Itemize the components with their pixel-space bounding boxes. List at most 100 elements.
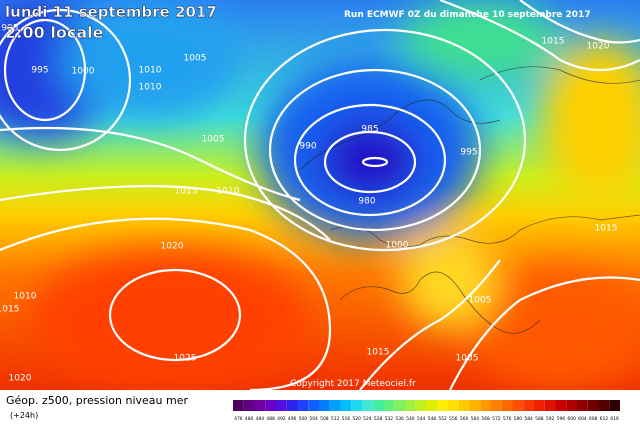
scale-swatch <box>426 400 438 411</box>
isobar-label: 1010 <box>139 66 162 76</box>
scale-swatch <box>405 400 416 411</box>
scale-swatch <box>243 400 255 411</box>
isobar-label: 1015 <box>0 305 19 315</box>
scale-swatch <box>233 400 244 411</box>
scale-swatch <box>501 400 513 411</box>
isobar-label: 1005 <box>184 54 207 64</box>
scale-swatch <box>351 400 362 411</box>
scale-label: 560 <box>460 416 469 422</box>
run-info: Run ECMWF 0Z du dimanche 10 septembre 20… <box>344 10 591 20</box>
isobar-label: 990 <box>299 142 316 152</box>
scale-label: 572 <box>492 416 501 422</box>
scale-label: 488 <box>266 416 275 422</box>
scale-label: 536 <box>395 416 404 422</box>
scale-label: 556 <box>449 416 458 422</box>
scale-label: 528 <box>374 416 383 422</box>
copyright: Copyright 2017 Meteociel.fr <box>290 379 416 389</box>
scale-swatch <box>297 400 309 411</box>
scale-label: 596 <box>557 416 566 422</box>
scale-label: 492 <box>277 416 286 422</box>
map-area: 995 995 1000 1010 1010 1005 1005 1015 1010 990 985… <box>0 0 640 390</box>
isobar-label: 1005 <box>469 296 492 306</box>
scale-swatch <box>415 400 427 411</box>
scale-swatch <box>394 400 405 411</box>
scale-label: 516 <box>342 416 351 422</box>
scale-swatch <box>437 400 448 411</box>
scale-label: 580 <box>514 416 523 422</box>
scale-swatch <box>308 400 319 411</box>
scale-label: 512 <box>331 416 340 422</box>
isobar-label: 1010 <box>139 83 162 93</box>
scale-swatch <box>372 400 384 411</box>
isobar-label: 980 <box>358 197 375 207</box>
scale-swatch <box>362 400 373 411</box>
scale-swatch <box>512 400 524 411</box>
scale-label: 576 <box>503 416 512 422</box>
scale-label: 584 <box>524 416 533 422</box>
scale-label: 568 <box>481 416 490 422</box>
scale-swatch <box>340 400 352 411</box>
scale-label: 548 <box>428 416 437 422</box>
isobar-labels: 995 995 1000 1010 1010 1005 1005 1015 1010 990 985… <box>0 24 617 384</box>
isobar-label: 1005 <box>202 135 225 145</box>
footer-subtitle: (+24h) <box>10 411 38 420</box>
scale-label: 524 <box>363 416 372 422</box>
scale-label: 604 <box>578 416 587 422</box>
scale-swatch <box>265 400 276 411</box>
scale-label: 608 <box>589 416 598 422</box>
fields <box>0 0 640 390</box>
scale-swatch <box>587 400 599 411</box>
isobar-label: 1010 <box>14 292 37 302</box>
scale-swatch <box>577 400 588 411</box>
isobar-label: 1025 <box>174 354 197 364</box>
isobar-label: 995 <box>460 148 477 158</box>
isobar-label: 985 <box>361 125 378 135</box>
isobar-label: 1020 <box>587 42 610 52</box>
isobar-label: 1015 <box>367 348 390 358</box>
isobar-label: 1020 <box>9 374 32 384</box>
time: 2:00 locale <box>5 23 104 42</box>
scale-swatch <box>609 400 620 411</box>
scale-swatch <box>480 400 491 411</box>
scale-swatch <box>319 400 330 411</box>
isobar-label: 1015 <box>542 37 565 47</box>
scale-label: 504 <box>309 416 318 422</box>
scale-label: 588 <box>535 416 544 422</box>
isobar-label: 995 <box>1 24 18 34</box>
scale-label: 508 <box>320 416 329 422</box>
isobar-label: 1000 <box>72 67 95 77</box>
scale-label: 552 <box>438 416 447 422</box>
scale-swatch <box>383 400 395 411</box>
scale-swatch <box>458 400 470 411</box>
scale-swatch <box>254 400 266 411</box>
isobar-label: 1000 <box>386 241 409 251</box>
scale-label: 520 <box>352 416 361 422</box>
scale-swatch <box>286 400 298 411</box>
scale-swatch <box>329 400 341 411</box>
isobar-label: 1015 <box>175 187 198 197</box>
scale-label: 544 <box>417 416 426 422</box>
footer-title: Géop. z500, pression niveau mer <box>6 394 189 407</box>
scale-label: 612 <box>600 416 609 422</box>
scale-swatch <box>566 400 577 411</box>
isobar-label: 1020 <box>161 242 184 252</box>
scale-label: 484 <box>256 416 265 422</box>
scale-swatch <box>555 400 567 411</box>
isobars <box>0 0 640 390</box>
scale-label: 564 <box>471 416 480 422</box>
scale-label: 480 <box>245 416 254 422</box>
isobar-label: 995 <box>31 66 48 76</box>
scale-swatch <box>276 400 287 411</box>
color-scale: 476 480 484 488 492 496 500 504 508 512 516 520 524 5… <box>233 400 620 422</box>
scale-swatch <box>469 400 481 411</box>
date: lundi 11 septembre 2017 <box>5 3 217 21</box>
scale-label: 616 <box>610 416 619 422</box>
scale-swatch <box>598 400 610 411</box>
scale-label: 496 <box>288 416 297 422</box>
scale-label: 600 <box>567 416 576 422</box>
scale-swatch <box>491 400 502 411</box>
scale-swatch <box>544 400 556 411</box>
scale-label: 500 <box>299 416 308 422</box>
scale-label: 532 <box>385 416 394 422</box>
